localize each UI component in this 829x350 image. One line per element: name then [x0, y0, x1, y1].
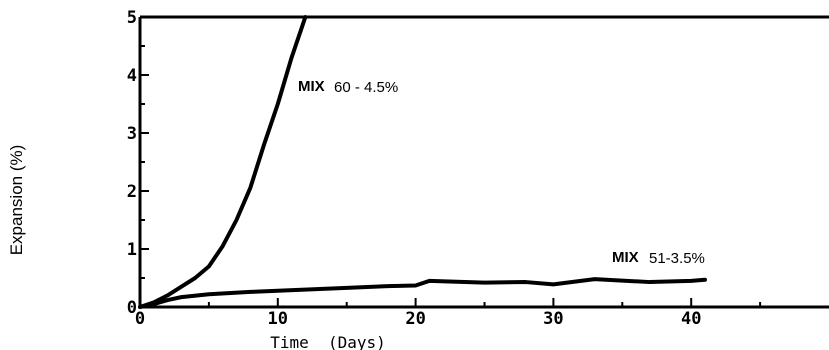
y-tick-label: 2: [127, 182, 137, 202]
series-line-mix-51: [138, 277, 707, 309]
y-ticks: 0 1 2 3 4 5: [127, 8, 149, 318]
x-ticks: 0 10 20 30 40: [135, 298, 762, 329]
x-axis-title: Time (Days): [270, 333, 386, 350]
series-label-mix-51: MIX 51-3.5%: [612, 249, 705, 267]
series-label-prefix: MIX: [612, 249, 639, 266]
series-label-prefix: MIX: [298, 78, 325, 95]
y-tick-label: 1: [127, 240, 137, 260]
series-label-value: 51-3.5%: [649, 250, 705, 267]
series-lines: [138, 15, 707, 309]
series-label-value: 60 - 4.5%: [334, 79, 398, 96]
axes: [138, 15, 829, 309]
x-tick-label: 20: [405, 309, 425, 329]
x-tick-label: 40: [681, 309, 701, 329]
y-tick-label: 3: [127, 124, 137, 144]
y-tick-label: 4: [127, 66, 137, 86]
y-tick-label: 5: [127, 8, 137, 28]
y-axis-title: Expansion (%): [7, 145, 26, 256]
x-tick-label: 0: [135, 309, 145, 329]
x-tick-label: 30: [543, 309, 563, 329]
series-line-mix-60: [138, 15, 308, 309]
x-tick-label: 10: [268, 309, 288, 329]
y-tick-label: 0: [127, 298, 137, 318]
series-label-mix-60: MIX 60 - 4.5%: [298, 78, 398, 96]
